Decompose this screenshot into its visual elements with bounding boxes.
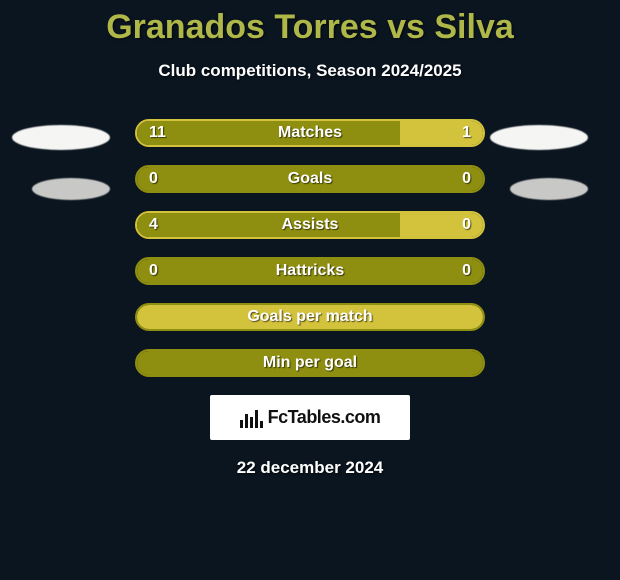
decorative-ellipse <box>32 178 110 200</box>
bars-icon <box>240 408 262 428</box>
right-segment <box>400 121 483 145</box>
stat-row: Goals00 <box>135 165 485 193</box>
decorative-ellipse <box>12 125 110 150</box>
date-label: 22 december 2024 <box>0 458 620 478</box>
page-title: Granados Torres vs Silva <box>0 0 620 47</box>
left-segment <box>137 351 483 375</box>
stat-row: Matches111 <box>135 119 485 147</box>
decorative-ellipse <box>510 178 588 200</box>
season-subtitle: Club competitions, Season 2024/2025 <box>0 61 620 81</box>
right-segment <box>400 213 483 237</box>
stat-row: Min per goal <box>135 349 485 377</box>
left-segment <box>137 167 483 191</box>
decorative-ellipse <box>490 125 588 150</box>
logo-box: FcTables.com <box>210 395 410 440</box>
right-segment <box>137 305 483 329</box>
left-segment <box>137 259 483 283</box>
comparison-chart: Matches111 Goals00 Assists40 Hattricks00 Goa… <box>135 119 485 377</box>
left-segment <box>137 213 400 237</box>
stat-row: Assists40 <box>135 211 485 239</box>
stat-row: Hattricks00 <box>135 257 485 285</box>
stat-row: Goals per match <box>135 303 485 331</box>
left-segment <box>137 121 400 145</box>
logo-text: FcTables.com <box>268 407 381 428</box>
